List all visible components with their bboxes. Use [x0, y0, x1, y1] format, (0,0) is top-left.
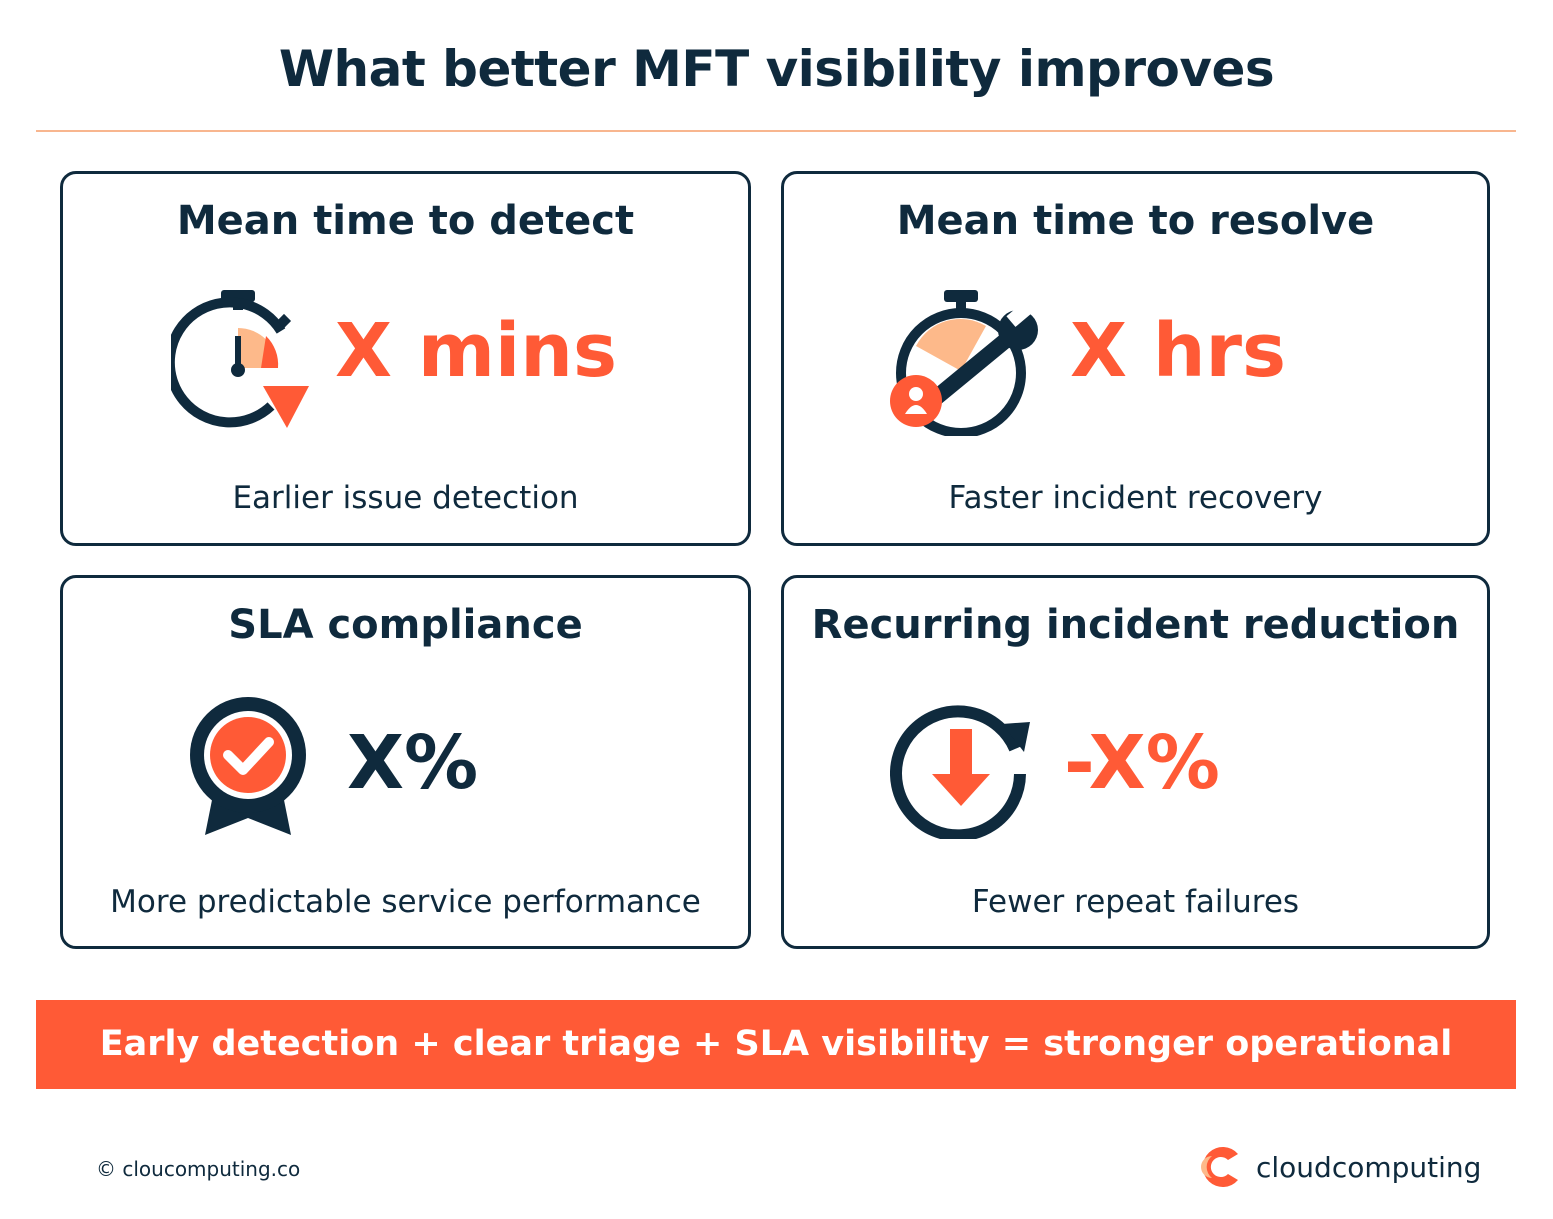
divider	[36, 130, 1516, 132]
card-title: Recurring incident reduction	[811, 602, 1460, 648]
metric-value: X mins	[335, 308, 618, 394]
card-subtitle: Earlier issue detection	[232, 480, 579, 516]
card-mttr: Mean time to resolve X hrs Faster incide…	[781, 171, 1490, 546]
card-mttd: Mean time to detect X mins Earlier issue…	[60, 171, 751, 546]
logo-text: cloudcomputing	[1256, 1150, 1482, 1184]
brand-logo: cloudcomputing	[1200, 1144, 1481, 1190]
card-subtitle: More predictable service performance	[110, 884, 701, 920]
card-subtitle: Fewer repeat failures	[971, 884, 1300, 920]
cycle-down-arrow-icon	[890, 705, 1030, 839]
logo-c-icon	[1201, 1147, 1238, 1187]
page-title: What better MFT visibility improves	[278, 40, 1275, 98]
metric-value: X hrs	[1070, 308, 1287, 394]
card-recurring: Recurring incident reduction -X% Fewer r…	[781, 575, 1490, 949]
stopwatch-down-icon	[171, 290, 309, 428]
card-title: Mean time to resolve	[896, 198, 1375, 244]
card-title: SLA compliance	[228, 602, 583, 648]
card-subtitle: Faster incident recovery	[948, 480, 1323, 516]
metric-value: -X%	[1064, 720, 1220, 806]
stopwatch-wrench-icon	[890, 290, 1038, 436]
copyright: © cloucomputing.co	[96, 1157, 301, 1181]
badge-check-icon	[190, 697, 306, 835]
metric-value: X%	[347, 720, 479, 806]
summary-banner: Early detection + clear triage + SLA vis…	[36, 1000, 1516, 1153]
card-sla: SLA compliance X% More predictable servi…	[60, 575, 751, 949]
card-title: Mean time to detect	[176, 198, 635, 244]
